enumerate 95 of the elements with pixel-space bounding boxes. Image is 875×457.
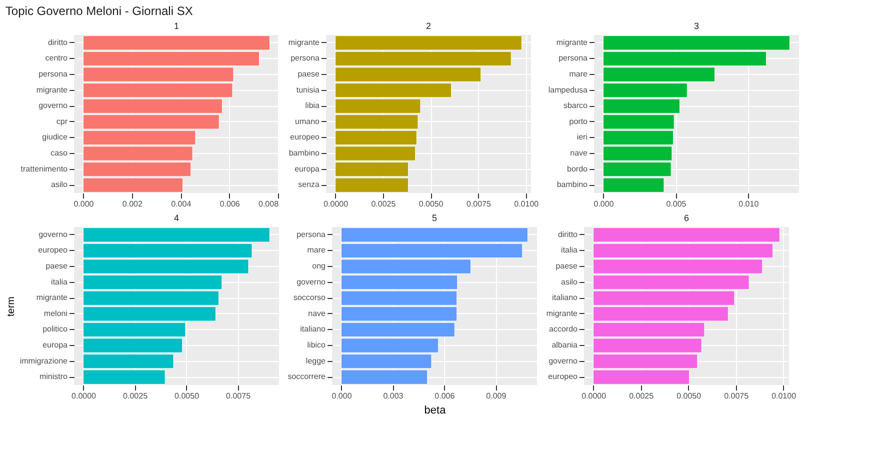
- x-tick-label: 0.000: [332, 392, 352, 400]
- x-tick-label: 0.002: [122, 200, 143, 208]
- y-tick-label: ong: [312, 262, 326, 270]
- y-tick-label: europa: [42, 340, 68, 350]
- x-tick-label: 0.004: [171, 200, 192, 208]
- y-tick-label: migrante: [546, 308, 578, 318]
- x-tick-label: 0.0100: [514, 200, 540, 208]
- y-tick-label: governo: [296, 277, 326, 286]
- x-tick-label: 0.0075: [724, 392, 750, 400]
- y-tick-label: mare: [569, 70, 588, 78]
- y-tick-label: diritto: [558, 230, 578, 239]
- y-tick-label: europeo: [290, 132, 320, 142]
- y-tick-label: italia: [51, 277, 68, 286]
- x-tick-label: 0.006: [220, 200, 240, 208]
- y-tick-label: sbarco: [563, 101, 588, 110]
- x-tick-label: 0.000: [74, 200, 94, 208]
- chart-title: 6: [684, 213, 690, 223]
- y-tick-label: nave: [570, 148, 588, 158]
- y-tick-label: migrante: [556, 38, 588, 47]
- y-tick-label: libico: [307, 340, 326, 350]
- y-tick-label: meloni: [44, 308, 68, 318]
- y-tick-label: governo: [38, 230, 68, 239]
- y-tick-label: albania: [552, 340, 578, 350]
- x-tick-label: 0.0000: [72, 392, 97, 400]
- y-tick-label: nave: [308, 308, 326, 318]
- y-axis-title: term: [6, 296, 17, 316]
- x-tick-label: 0.009: [486, 392, 507, 400]
- chart-title: 3: [694, 21, 700, 31]
- y-tick-label: europeo: [38, 246, 68, 255]
- y-tick-label: ieri: [576, 132, 588, 142]
- x-tick-label: 0.0025: [629, 392, 654, 400]
- x-tick-label: 0.0050: [174, 392, 200, 400]
- x-tick-label: 0.0100: [772, 392, 797, 400]
- x-tick-label: 0.0000: [324, 200, 349, 208]
- chart-title: 1: [174, 21, 180, 31]
- y-tick-label: libia: [305, 101, 320, 110]
- x-tick-label: 0.003: [383, 392, 404, 400]
- y-tick-label: paese: [298, 70, 320, 78]
- x-tick-label: 0.0000: [582, 392, 607, 400]
- x-tick-label: 0.008: [258, 200, 280, 208]
- y-tick-label: asilo: [51, 180, 68, 190]
- y-tick-label: persona: [38, 70, 68, 78]
- y-tick-label: cpr: [56, 116, 68, 126]
- y-tick-label: lampedusa: [548, 85, 588, 94]
- y-tick-label: mare: [307, 246, 326, 255]
- text: Topic Governo Meloni - Giornali SX: [5, 4, 193, 18]
- y-tick-label: bordo: [567, 164, 588, 174]
- y-tick-label: politico: [42, 324, 68, 334]
- x-tick-label: 0.006: [434, 392, 456, 400]
- x-tick-label: 0.010: [738, 200, 760, 208]
- y-tick-label: persona: [558, 54, 588, 63]
- y-tick-label: italiano: [300, 324, 326, 334]
- y-tick-label: immigrazione: [20, 356, 68, 366]
- y-tick-label: italiano: [552, 293, 578, 302]
- x-tick-label: 0.0025: [371, 200, 396, 208]
- y-tick-label: migrante: [36, 85, 68, 94]
- y-tick-label: europeo: [548, 372, 578, 382]
- y-tick-label: porto: [569, 116, 588, 126]
- y-tick-label: trattenimento: [20, 164, 68, 174]
- y-tick-label: legge: [306, 356, 326, 366]
- y-tick-label: umano: [295, 116, 320, 126]
- y-tick-label: ministro: [39, 372, 68, 382]
- y-tick-label: caso: [50, 148, 68, 158]
- x-tick-label: 0.005: [666, 200, 687, 208]
- y-tick-label: paese: [556, 262, 578, 270]
- y-tick-label: persona: [296, 230, 326, 239]
- chart-title: 4: [174, 213, 180, 223]
- y-tick-label: giudice: [42, 132, 68, 142]
- y-tick-label: tunisia: [296, 85, 320, 94]
- x-tick-label: 0.0075: [466, 200, 492, 208]
- y-tick-label: centro: [45, 54, 68, 63]
- y-tick-label: bambino: [556, 180, 588, 190]
- y-tick-label: paese: [46, 262, 68, 270]
- y-tick-label: soccorrere: [288, 372, 326, 382]
- x-tick-label: 0.0075: [226, 392, 252, 400]
- y-tick-label: migrante: [36, 293, 68, 302]
- x-axis-title: beta: [424, 404, 447, 416]
- y-tick-label: persona: [290, 54, 320, 63]
- y-tick-label: bambino: [288, 148, 320, 158]
- x-tick-label: 0.0050: [418, 200, 444, 208]
- y-tick-label: asilo: [561, 277, 578, 286]
- y-tick-label: governo: [38, 101, 68, 110]
- x-tick-label: 0.0025: [123, 392, 148, 400]
- x-tick-label: 0.000: [594, 200, 614, 208]
- y-tick-label: diritto: [48, 38, 68, 47]
- y-tick-label: italia: [561, 246, 578, 255]
- y-tick-label: accordo: [549, 324, 578, 334]
- y-tick-label: soccorso: [293, 293, 326, 302]
- y-tick-label: migrante: [288, 38, 320, 47]
- y-tick-label: governo: [548, 356, 578, 366]
- chart-title: 5: [432, 213, 438, 223]
- chart-title: 2: [426, 21, 432, 31]
- y-tick-label: senza: [298, 180, 320, 190]
- y-tick-label: europa: [294, 164, 320, 174]
- x-tick-label: 0.0050: [676, 392, 702, 400]
